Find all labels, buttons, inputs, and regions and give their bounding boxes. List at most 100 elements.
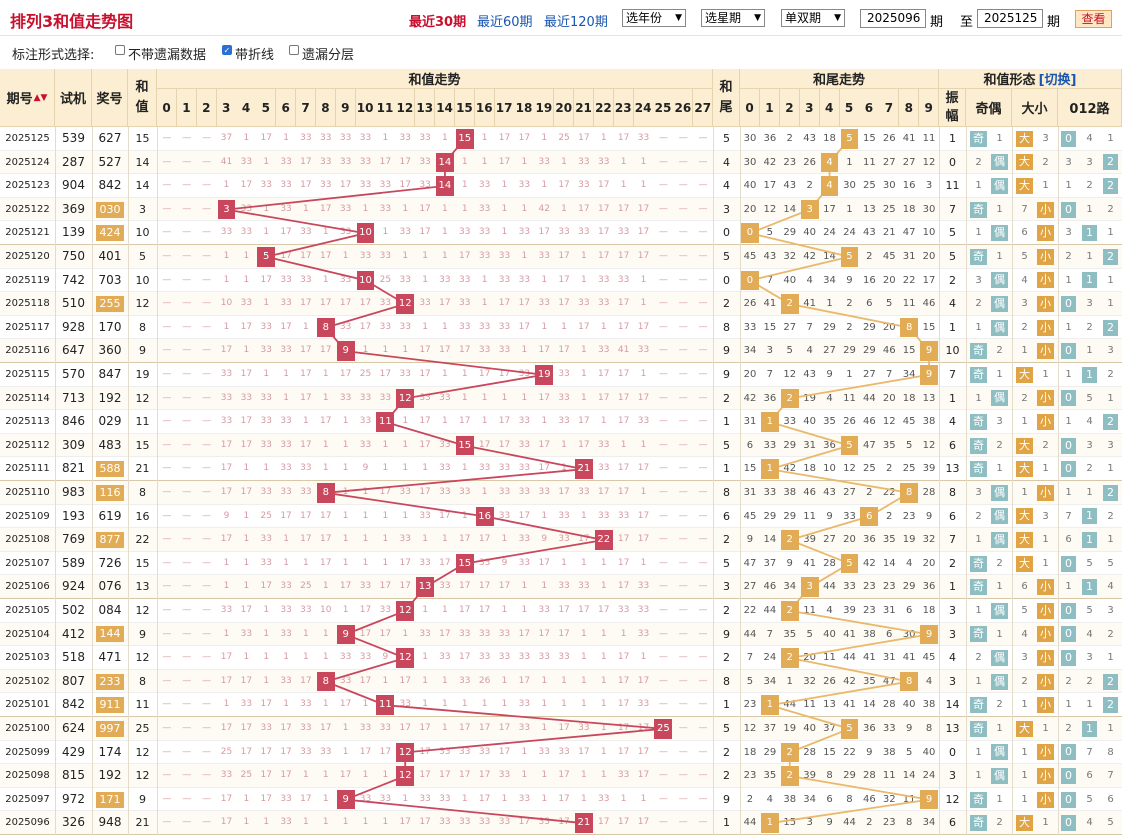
miss-value: — <box>658 534 668 545</box>
miss-value: — <box>202 227 212 238</box>
miss-value: — <box>698 321 708 332</box>
miss-value: — <box>182 416 192 427</box>
trial-cell: 750 <box>62 249 85 263</box>
miss-value: 1 <box>382 345 389 356</box>
tail-miss-value: 36 <box>862 723 876 734</box>
miss-value: 17 <box>518 817 531 828</box>
draw-cell: 527 <box>98 154 122 169</box>
tail-miss-value: 25 <box>902 463 916 475</box>
miss-value: 33 <box>578 227 590 238</box>
switch-link[interactable]: [切换] <box>1038 73 1077 88</box>
checkbox-layer-label[interactable]: 遗漏分层 <box>302 48 355 63</box>
link-last-30[interactable]: 最近30期 <box>409 15 467 30</box>
miss-value: — <box>162 345 172 356</box>
miss-value: 1 <box>263 817 270 828</box>
miss-value: 33 <box>280 675 292 686</box>
checkbox-line[interactable]: ✓ <box>222 45 232 55</box>
col-issue-header[interactable]: 期号 ▲▼ <box>0 69 55 127</box>
miss-value: 17 <box>300 534 312 545</box>
route-miss: 1 <box>1107 133 1114 144</box>
miss-value: 33 <box>538 487 550 497</box>
link-last-120[interactable]: 最近120期 <box>544 15 608 30</box>
query-button[interactable]: 查看 <box>1075 10 1112 28</box>
issue-cell: 2025110 <box>5 487 50 498</box>
tail-miss-value: 34 <box>763 675 777 687</box>
miss-value: 33 <box>439 793 451 804</box>
miss-value: 1 <box>283 392 289 403</box>
miss-value: 33 <box>379 251 392 261</box>
miss-value: 1 <box>422 321 428 332</box>
link-last-60[interactable]: 最近60期 <box>477 15 533 30</box>
select-odd-even-issue[interactable]: 单双期 ▼ <box>781 9 845 27</box>
miss-value: 33 <box>280 416 292 427</box>
miss-value: 17 <box>260 274 272 285</box>
miss-value: — <box>162 439 172 450</box>
miss-value: — <box>182 251 192 261</box>
miss-value: 17 <box>300 392 312 403</box>
miss-value: — <box>182 652 192 663</box>
checkbox-layer[interactable] <box>289 45 299 55</box>
miss-value: 17 <box>359 746 372 757</box>
miss-value: — <box>698 487 708 497</box>
tail-miss-value: 14 <box>823 251 836 262</box>
select-weekday[interactable]: 选星期 ▼ <box>701 9 765 27</box>
miss-value: 33 <box>459 746 471 757</box>
checkbox-line-label[interactable]: 带折线 <box>235 48 275 63</box>
tail-miss-value: 11 <box>902 793 916 805</box>
even-chip: 偶 <box>991 296 1008 312</box>
tail-cell: 8 <box>723 486 730 499</box>
miss-value: 17 <box>578 746 590 757</box>
miss-value: 1 <box>521 251 528 261</box>
miss-value: 17 <box>379 746 392 757</box>
draw-cell-highlighted: 116 <box>96 484 124 501</box>
even-chip: 偶 <box>991 532 1008 548</box>
small-chip: 小 <box>1037 225 1054 242</box>
miss-value: 1 <box>422 675 428 686</box>
miss-value: 33 <box>280 439 292 450</box>
miss-value: 1 <box>342 817 349 828</box>
miss-value: 17 <box>280 510 292 521</box>
miss-value: 1 <box>402 793 409 804</box>
issue-cell: 2025111 <box>5 463 50 475</box>
miss-value: — <box>678 203 688 214</box>
miss-value: 17 <box>439 628 451 639</box>
issue-cell: 2025112 <box>5 439 50 451</box>
tail-miss-value: 5 <box>806 628 813 640</box>
even-miss: 1 <box>996 369 1003 380</box>
start-issue-input[interactable]: 2025096 <box>860 9 926 28</box>
miss-value: 1 <box>342 723 349 733</box>
tail-miss-value: 23 <box>743 699 757 711</box>
chevron-down-icon: ▼ <box>675 13 682 23</box>
issue-cell: 2025103 <box>5 652 50 664</box>
grid-line <box>92 127 93 835</box>
select-year[interactable]: 选年份 ▼ <box>622 9 686 27</box>
sum-cell: 15 <box>135 438 150 452</box>
tail-miss-value: 32 <box>882 793 896 805</box>
checkbox-no-miss[interactable] <box>115 45 125 55</box>
grid-line <box>939 127 940 835</box>
tail-miss-value: 22 <box>902 274 916 286</box>
tail-miss-value: 19 <box>803 392 816 404</box>
route-chip: 0 <box>1061 296 1076 312</box>
miss-value: 17 <box>419 345 431 356</box>
trial-cell: 309 <box>62 437 85 452</box>
miss-value: — <box>658 274 668 285</box>
tail-miss-value: 33 <box>882 723 896 734</box>
route-miss: 3 <box>1086 298 1093 310</box>
checkbox-no-miss-label[interactable]: 不带遗漏数据 <box>128 48 207 63</box>
miss-value: 17 <box>478 439 491 450</box>
tail-miss-value: 14 <box>862 699 876 711</box>
miss-value: 17 <box>637 770 650 781</box>
miss-value: 17 <box>617 203 630 214</box>
miss-value: 33 <box>598 793 610 804</box>
end-issue-input[interactable]: 2025125 <box>977 9 1043 28</box>
miss-value: 1 <box>461 463 468 474</box>
even-chip: 偶 <box>991 154 1008 171</box>
miss-value: 33 <box>498 274 511 285</box>
miss-value: 33 <box>538 746 550 757</box>
miss-value: — <box>162 628 172 639</box>
miss-value: 1 <box>581 770 587 781</box>
miss-value: 1 <box>263 628 270 639</box>
miss-value: 17 <box>339 180 352 191</box>
miss-value: 33 <box>280 605 292 615</box>
